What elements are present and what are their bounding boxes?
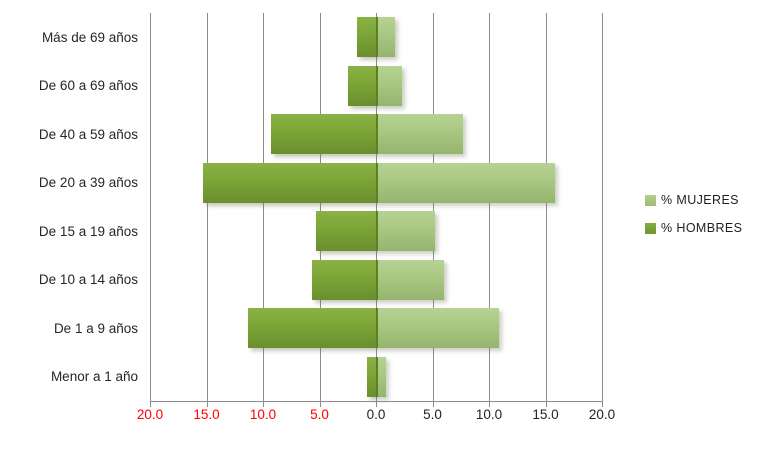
x-axis-tick-label: 15.0: [193, 407, 220, 422]
gridline: [319, 13, 321, 401]
category-label: De 60 a 69 años: [38, 78, 138, 94]
bar-row: [150, 256, 602, 305]
bar-row: [150, 159, 602, 208]
mujeres-bar: [376, 356, 386, 397]
x-axis-labels: 20.0 15.0 10.0 5.0 0.0 5.0 10.0 15.0 20.0: [137, 407, 615, 427]
category-label: Más de 69 años: [41, 29, 138, 45]
legend-swatch-hombres: [645, 222, 656, 234]
legend-label: % HOMBRES: [661, 221, 743, 235]
legend-swatch-mujeres: [645, 194, 656, 206]
bar-row: [150, 207, 602, 256]
legend-item: % HOMBRES: [645, 221, 742, 235]
x-axis-tick-label: 10.0: [249, 407, 277, 422]
bar-row: [150, 110, 602, 159]
hombres-bar: [248, 308, 376, 349]
x-axis-tick-label: 20.0: [588, 407, 616, 422]
category-label: De 1 a 9 años: [53, 320, 138, 336]
gridline: [263, 13, 264, 401]
gridline: [545, 13, 547, 401]
category-label: De 15 a 19 años: [38, 223, 138, 239]
axis-tick: [602, 402, 603, 407]
mujeres-bar: [376, 17, 395, 58]
gridline: [206, 13, 208, 401]
legend-item: % MUJERES: [645, 193, 742, 207]
gridline: [489, 13, 490, 401]
mujeres-bar: [376, 162, 556, 203]
legend-label: % MUJERES: [661, 193, 739, 207]
legend: % MUJERES % HOMBRES: [645, 193, 742, 249]
gridline: [150, 13, 151, 401]
axis-tick: [206, 402, 208, 407]
x-axis-tick-label: 0.0: [366, 407, 386, 422]
mujeres-bar: [376, 259, 444, 300]
x-axis-tick-label: 10.0: [475, 407, 503, 422]
hombres-bar: [203, 162, 376, 203]
mujeres-bar: [376, 211, 435, 252]
mujeres-bar: [376, 308, 499, 349]
hombres-bar: [270, 114, 376, 155]
category-label: Menor a 1 año: [50, 369, 138, 385]
bar-row: [150, 353, 602, 402]
category-axis: Más de 69 años De 60 a 69 años De 40 a 59 …: [0, 13, 140, 401]
axis-tick: [150, 402, 151, 407]
axis-tick: [545, 402, 547, 407]
hombres-bar: [356, 17, 376, 58]
bar-row: [150, 304, 602, 353]
axis-tick: [376, 402, 377, 407]
hombres-bar: [316, 211, 376, 252]
gridline: [602, 13, 603, 401]
x-axis-tick-label: 20.0: [136, 407, 164, 422]
hombres-bar: [366, 356, 376, 397]
mujeres-bar: [376, 114, 463, 155]
plot-area: [150, 13, 603, 401]
bar-row: [150, 13, 602, 62]
bar-row: [150, 62, 602, 111]
axis-tick: [263, 402, 264, 407]
gridline: [376, 13, 377, 401]
x-axis-tick-label: 15.0: [532, 407, 559, 422]
gridline: [432, 13, 434, 401]
axis-tick: [432, 402, 434, 407]
category-label: De 40 a 59 años: [38, 126, 138, 142]
bar-rows: [150, 13, 602, 401]
x-axis-tick-label: 5.0: [310, 407, 329, 422]
axis-tick: [489, 402, 490, 407]
category-label: De 10 a 14 años: [38, 272, 138, 288]
hombres-bar: [311, 259, 376, 300]
axis-tick: [319, 402, 321, 407]
x-axis-line: [150, 401, 603, 402]
mujeres-bar: [376, 65, 402, 106]
hombres-bar: [347, 65, 376, 106]
x-axis-tick-label: 5.0: [423, 407, 442, 422]
category-label: De 20 a 39 años: [38, 175, 138, 191]
